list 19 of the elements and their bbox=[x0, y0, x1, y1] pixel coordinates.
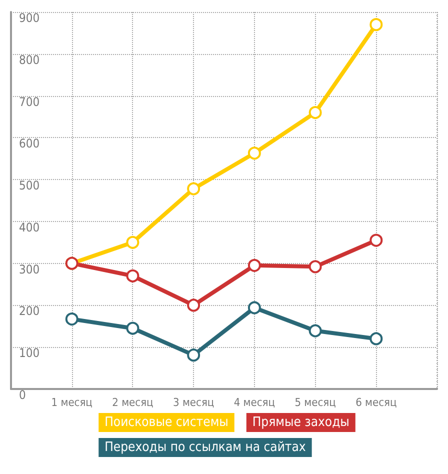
x-tick-label: 3 месяц bbox=[173, 396, 214, 409]
y-tick-label: 200 bbox=[19, 304, 40, 318]
y-tick-label: 800 bbox=[19, 52, 40, 67]
y-tick-label: 300 bbox=[19, 262, 40, 276]
text: Переходы по ссылкам на сайтах bbox=[104, 440, 306, 455]
y-tick-label: 500 bbox=[19, 178, 40, 193]
x-tick-label: 4 месяц bbox=[234, 396, 276, 409]
text: Прямые заходы bbox=[252, 415, 350, 430]
x-tick-label: 1 месяц bbox=[51, 396, 93, 409]
y-tick-label: 100 bbox=[19, 346, 40, 360]
x-tick-label: 5 месяц bbox=[294, 396, 336, 409]
x-tick-label: 2 месяц bbox=[112, 396, 154, 409]
y-tick-label: 700 bbox=[19, 94, 40, 109]
text: Поисковые системы bbox=[104, 415, 228, 430]
y-tick-label: 0 bbox=[19, 388, 26, 402]
y-tick-label: 600 bbox=[19, 136, 40, 151]
y-tick-label: 400 bbox=[19, 220, 40, 234]
y-tick-label: 900 bbox=[19, 11, 40, 25]
x-tick-label: 6 месяц bbox=[356, 396, 397, 409]
